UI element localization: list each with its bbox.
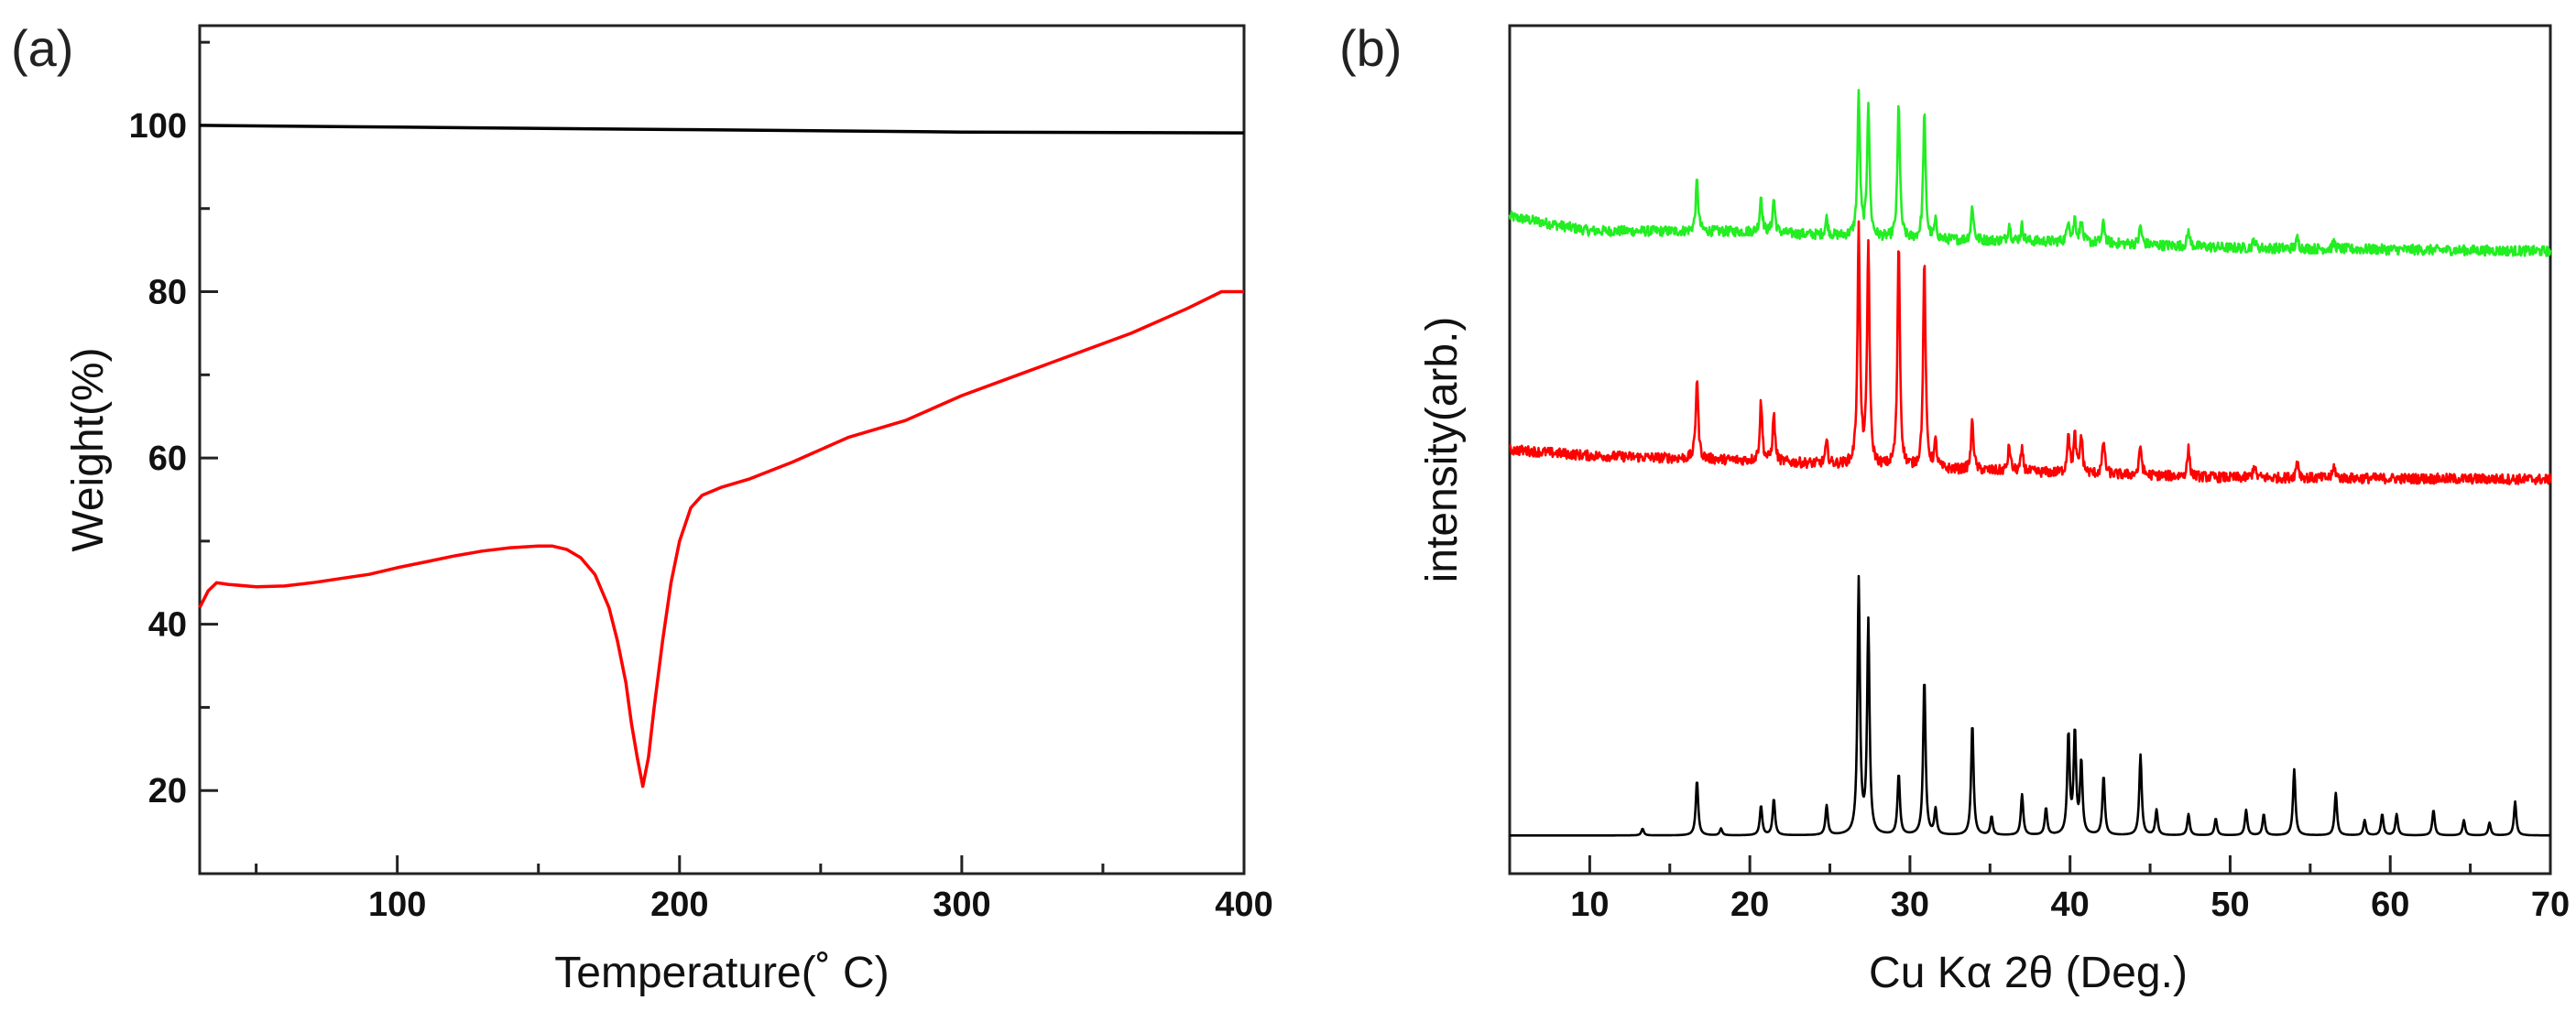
tga-y-tick-label: 100: [129, 107, 187, 146]
xrd-x-tick-label: 20: [1730, 886, 1769, 924]
xrd-x-tick-label: 70: [2531, 886, 2570, 924]
xrd-x-tick-label: 50: [2210, 886, 2249, 924]
tga-x-tick-label: 200: [650, 886, 708, 924]
xrd-x-tick-label: 30: [1891, 886, 1929, 924]
tga-x-tick-label: 300: [933, 886, 990, 924]
tga-y-tick-label: 80: [148, 274, 187, 312]
xrd-pattern-red: [1509, 220, 2552, 485]
xrd-x-tick-label: 40: [2051, 886, 2090, 924]
tga-x-tick-label: 100: [368, 886, 426, 924]
panel-a-label: (a): [11, 19, 73, 77]
xrd-plot-frame: [1508, 24, 2552, 875]
xrd-pattern-black: [1509, 574, 2551, 837]
tga-line-red: [198, 289, 1244, 788]
tga-x-axis-title: Temperature(˚ C): [554, 949, 889, 997]
tga-y-tick-label: 20: [148, 772, 187, 810]
tga-series: [198, 124, 1245, 788]
tga-y-axis-title: Weight(%): [64, 347, 113, 551]
xrd-y-axis-title: intensity(arb.): [1418, 317, 1467, 583]
xrd-x-axis-title: Cu Kα 2θ (Deg.): [1869, 949, 2188, 997]
xrd-panel: (b) 10 20 30 40 50 60 70 Cu Kα 2θ (Deg.) inten…: [1339, 19, 2570, 997]
tga-plot-frame: [198, 24, 1246, 875]
xrd-series: [1508, 89, 2552, 837]
tga-y-tick-label: 60: [148, 440, 187, 478]
tga-line-black: [199, 124, 1245, 135]
tga-panel: (a) 100 200 300 400 20 40 60 80 100 Temperature(…: [11, 19, 1273, 997]
tga-x-tick-label: 400: [1215, 886, 1272, 924]
panel-b-label: (b): [1339, 19, 1402, 77]
xrd-pattern-green: [1508, 89, 2552, 257]
xrd-x-tick-label: 60: [2371, 886, 2409, 924]
tga-ticks: 100 200 300 400 20 40 60 80 100: [129, 40, 1273, 924]
tga-y-tick-label: 40: [148, 606, 187, 645]
xrd-x-tick-label: 10: [1570, 886, 1609, 924]
xrd-ticks: 10 20 30 40 50 60 70: [1508, 855, 2570, 924]
